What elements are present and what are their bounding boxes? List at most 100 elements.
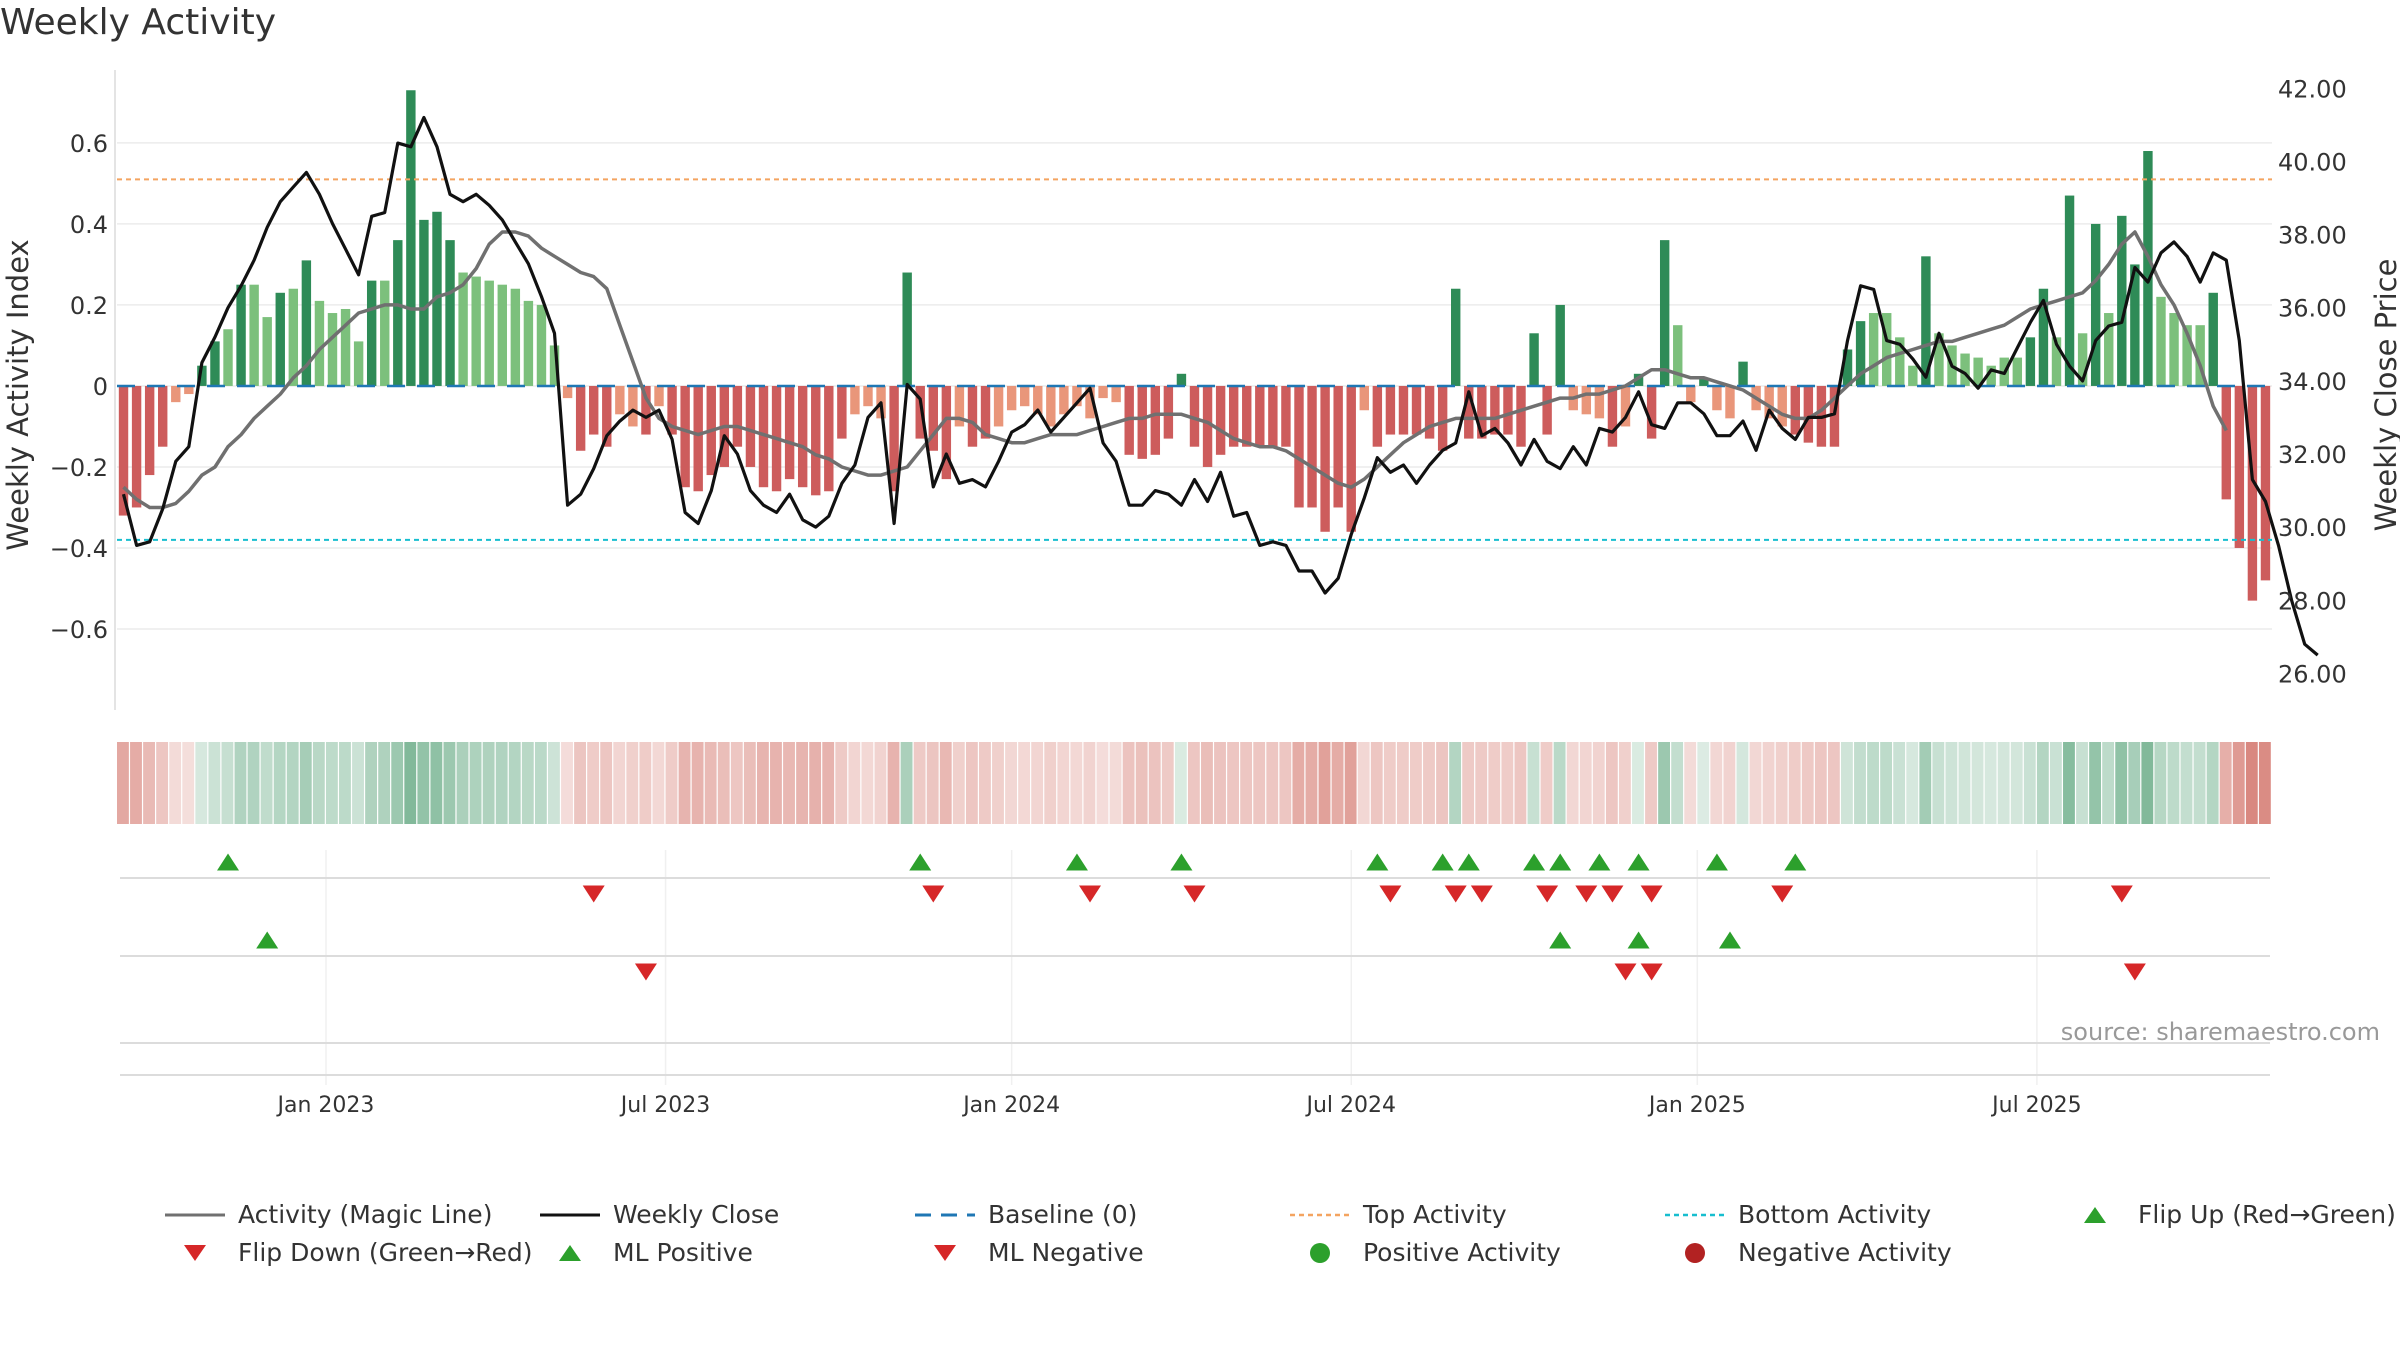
activity-strip-cell xyxy=(469,742,482,824)
activity-strip-cell xyxy=(391,742,404,824)
activity-strip-cell xyxy=(1788,742,1801,824)
legend-item: ML Negative xyxy=(910,1238,1144,1267)
tri-down-icon xyxy=(160,1240,230,1266)
legend-label: Flip Down (Green→Red) xyxy=(238,1238,533,1267)
activity-bar xyxy=(510,288,521,386)
activity-strip-cell xyxy=(2193,742,2206,824)
activity-bar xyxy=(1529,333,1539,386)
flip-markers xyxy=(217,853,2146,981)
activity-strip-cell xyxy=(1279,742,1292,824)
activity-strip-cell xyxy=(1201,742,1213,824)
legend-label: Bottom Activity xyxy=(1738,1200,1932,1229)
activity-bar xyxy=(1124,385,1134,455)
legend-label: Positive Activity xyxy=(1363,1238,1561,1267)
activity-strip-cell xyxy=(1514,742,1527,824)
activity-strip-cell xyxy=(1658,742,1671,824)
legend-item: Weekly Close xyxy=(535,1200,779,1229)
y2-tick-label: 42.00 xyxy=(2278,75,2347,103)
activity-bar xyxy=(2221,385,2231,500)
flip-down-marker xyxy=(1444,885,1467,903)
activity-bar xyxy=(1398,385,1409,435)
activity-bar xyxy=(1189,385,1200,447)
activity-strip-cell xyxy=(1305,742,1318,824)
activity-bar xyxy=(223,329,233,386)
activity-strip-cell xyxy=(1854,742,1866,824)
series-lines xyxy=(117,115,2319,657)
activity-bar xyxy=(1868,313,1879,386)
legend-item: Top Activity xyxy=(1285,1200,1507,1229)
flip-up-marker xyxy=(1170,853,1193,871)
activity-bar xyxy=(1437,385,1448,451)
activity-bar xyxy=(2247,385,2258,601)
activity-bar xyxy=(758,385,769,488)
activity-bar xyxy=(1712,385,1722,411)
x-tick-label: Jan 2025 xyxy=(1647,1093,1746,1118)
legend-label: Top Activity xyxy=(1363,1200,1507,1229)
activity-strip-cell xyxy=(534,742,547,824)
flip-up-marker xyxy=(1588,853,1611,871)
activity-strip-cell xyxy=(260,742,273,824)
activity-bar xyxy=(1268,385,1278,447)
activity-bar xyxy=(353,341,364,386)
activity-strip-cell xyxy=(2089,742,2102,824)
activity-strip-cell xyxy=(1018,742,1031,824)
activity-bar xyxy=(1908,365,1918,386)
activity-bar xyxy=(654,385,664,407)
activity-strip-cell xyxy=(2010,742,2023,824)
activity-strip-cell xyxy=(1449,742,1462,824)
activity-bar xyxy=(1673,325,1683,386)
legend-item: Negative Activity xyxy=(1660,1238,1952,1267)
activity-bar xyxy=(262,317,272,386)
activity-strip-cell xyxy=(325,742,338,824)
activity-strip-cell xyxy=(926,742,939,824)
activity-strip-cell xyxy=(2245,742,2258,824)
activity-bar xyxy=(693,385,703,492)
activity-bar xyxy=(406,90,416,386)
activity-bar xyxy=(1464,385,1474,439)
activity-bar xyxy=(197,365,207,386)
activity-bar xyxy=(1646,385,1657,439)
ml-positive-marker xyxy=(256,931,279,949)
weekly-close-line xyxy=(121,115,2319,657)
y2-tick-label: 38.00 xyxy=(2278,222,2347,250)
activity-bar xyxy=(1059,385,1069,415)
activity-strip-cell xyxy=(221,742,234,824)
flip-down-marker xyxy=(922,885,945,903)
activity-bar xyxy=(2143,151,2153,386)
activity-strip-cell xyxy=(1005,742,1017,824)
activity-bar xyxy=(1333,385,1343,508)
activity-bar xyxy=(1607,385,1618,447)
activity-strip-cell xyxy=(2154,742,2167,824)
activity-strip xyxy=(117,742,2271,824)
activity-bar xyxy=(1790,385,1800,435)
activity-strip-cell xyxy=(2049,742,2062,824)
activity-bar xyxy=(1163,385,1174,439)
activity-bar xyxy=(2038,288,2049,386)
activity-strip-cell xyxy=(2036,742,2049,824)
activity-strip-cell xyxy=(822,742,835,824)
activity-bar xyxy=(1424,385,1435,439)
activity-strip-cell xyxy=(143,742,155,824)
activity-bar xyxy=(1803,385,1814,443)
tri-down-icon xyxy=(910,1240,980,1266)
legend-item: Flip Down (Green→Red) xyxy=(160,1238,533,1267)
activity-bar xyxy=(1346,385,1356,532)
activity-strip-cell xyxy=(835,742,848,824)
activity-bar xyxy=(1973,357,1983,386)
activity-bar xyxy=(1542,385,1552,435)
activity-strip-cell xyxy=(1958,742,1971,824)
activity-bar xyxy=(1137,385,1147,459)
activity-strip-cell xyxy=(378,742,391,824)
activity-strip-cell xyxy=(1749,742,1762,824)
activity-strip-cell xyxy=(508,742,521,824)
activity-bar xyxy=(249,284,259,386)
circle-red-icon xyxy=(1660,1240,1730,1266)
source-label: source: sharemaestro.com xyxy=(2061,1018,2380,1046)
activity-strip-cell xyxy=(900,742,913,824)
activity-bar xyxy=(2104,313,2114,386)
activity-strip-cell xyxy=(678,742,691,824)
legend-label: Activity (Magic Line) xyxy=(238,1200,493,1229)
activity-bar xyxy=(680,385,690,488)
activity-strip-cell xyxy=(1161,742,1174,824)
activity-strip-cell xyxy=(2076,742,2088,824)
